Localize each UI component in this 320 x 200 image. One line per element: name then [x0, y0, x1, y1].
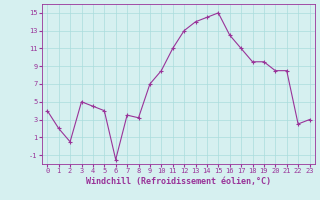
X-axis label: Windchill (Refroidissement éolien,°C): Windchill (Refroidissement éolien,°C) [86, 177, 271, 186]
